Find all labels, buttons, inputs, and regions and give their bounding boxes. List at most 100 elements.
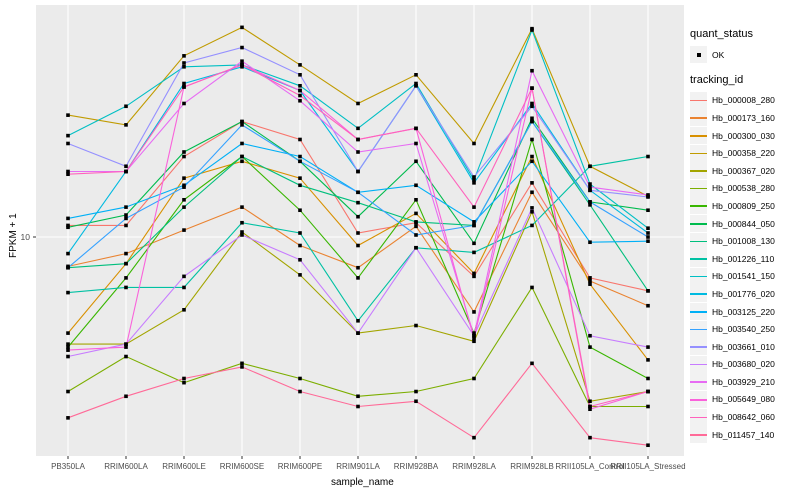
ok-point-icon — [696, 52, 701, 57]
legend-entry-Hb_011457_140: Hb_011457_140 — [690, 426, 800, 444]
data-point — [356, 265, 360, 270]
data-point — [588, 188, 592, 193]
data-point — [646, 389, 650, 394]
legend-line-icon — [690, 275, 707, 278]
plot-panel — [36, 5, 684, 456]
data-point — [124, 104, 128, 109]
data-point — [66, 223, 70, 228]
data-point — [298, 376, 302, 381]
data-point — [414, 211, 418, 216]
legend-key-swatch — [690, 303, 707, 321]
data-point — [66, 290, 70, 295]
legend-key-swatch — [690, 232, 707, 250]
legend-key-swatch — [690, 285, 707, 303]
legend-key-swatch — [690, 426, 707, 444]
x-tick-label-RRIM928LA: RRIM928LA — [452, 462, 496, 471]
legend-entry-label: Hb_000809_250 — [712, 200, 775, 211]
legend-entry-label: Hb_000008_280 — [712, 95, 775, 106]
data-point — [530, 119, 534, 124]
data-point — [414, 126, 418, 131]
data-point — [588, 407, 592, 412]
data-point — [182, 81, 186, 86]
data-point — [240, 123, 244, 127]
data-point — [356, 404, 360, 409]
data-point — [182, 185, 186, 189]
legend-line-icon — [690, 99, 707, 102]
y-axis-tick-label: 10 — [20, 232, 30, 242]
legend-key-swatch — [690, 197, 707, 215]
legend-entry-label: Hb_003661_010 — [712, 341, 775, 352]
legend-line-icon — [690, 416, 707, 419]
legend-entry-label: Hb_001226_110 — [712, 253, 775, 264]
data-point — [646, 226, 650, 231]
data-point — [530, 137, 534, 142]
data-point — [240, 45, 244, 50]
legend-key-swatch — [690, 355, 707, 373]
data-point — [530, 181, 534, 185]
data-point — [588, 279, 592, 283]
data-point — [298, 208, 302, 213]
data-point — [182, 228, 186, 232]
data-point — [298, 389, 302, 394]
data-point — [472, 223, 476, 228]
data-point — [472, 274, 476, 279]
data-point — [472, 376, 476, 381]
data-point — [182, 54, 186, 58]
data-point — [530, 116, 534, 121]
legend-key-swatch — [690, 267, 707, 285]
data-point — [472, 435, 476, 440]
data-point — [588, 333, 592, 338]
legend-entry-label: Hb_000367_020 — [712, 165, 775, 176]
data-point — [124, 123, 128, 127]
legend-entry-Hb_003929_210: Hb_003929_210 — [690, 373, 800, 391]
legend-entry-label: Hb_003680_020 — [712, 359, 775, 370]
legend-entry-Hb_003540_250: Hb_003540_250 — [690, 320, 800, 338]
data-point — [588, 435, 592, 440]
data-point — [530, 101, 534, 106]
legend-entry-Hb_001008_130: Hb_001008_130 — [690, 232, 800, 250]
data-point — [182, 101, 186, 106]
data-point — [66, 342, 70, 346]
legend-key-swatch — [690, 127, 707, 145]
data-point — [472, 333, 476, 338]
legend-key-ok — [690, 46, 707, 64]
data-point — [240, 154, 244, 159]
legend-key-swatch — [690, 373, 707, 391]
data-point — [182, 376, 186, 381]
data-point — [414, 73, 418, 77]
data-point — [124, 285, 128, 290]
data-point — [414, 83, 418, 88]
legend-quant-row: OK — [690, 46, 800, 64]
data-point — [646, 289, 650, 293]
data-point — [298, 154, 302, 159]
data-point — [240, 233, 244, 237]
data-point — [414, 159, 418, 164]
data-point — [124, 205, 128, 209]
legend-line-icon — [690, 381, 707, 383]
legend-line-icon — [690, 434, 707, 436]
data-point — [66, 216, 70, 221]
data-point — [414, 220, 418, 224]
data-point — [414, 224, 418, 229]
data-point — [124, 276, 128, 280]
legend-tracking-id-title: tracking_id — [690, 73, 744, 86]
data-point — [240, 25, 244, 30]
legend-entry-label: Hb_003929_210 — [712, 376, 775, 387]
data-point — [588, 185, 592, 189]
data-point — [646, 193, 650, 197]
x-tick-label-RRIM600LE: RRIM600LE — [162, 462, 206, 471]
data-point — [182, 197, 186, 202]
data-point — [124, 251, 128, 256]
data-point — [356, 137, 360, 142]
legend-line-icon — [690, 152, 707, 155]
legend-entry-Hb_000538_280: Hb_000538_280 — [690, 179, 800, 198]
data-point — [588, 276, 592, 280]
legend-quant-status-title: quant_status — [690, 28, 753, 40]
data-point — [124, 169, 128, 174]
data-point — [472, 141, 476, 146]
data-point — [530, 190, 534, 195]
data-point — [646, 358, 650, 362]
data-point — [240, 205, 244, 209]
data-point — [646, 404, 650, 409]
